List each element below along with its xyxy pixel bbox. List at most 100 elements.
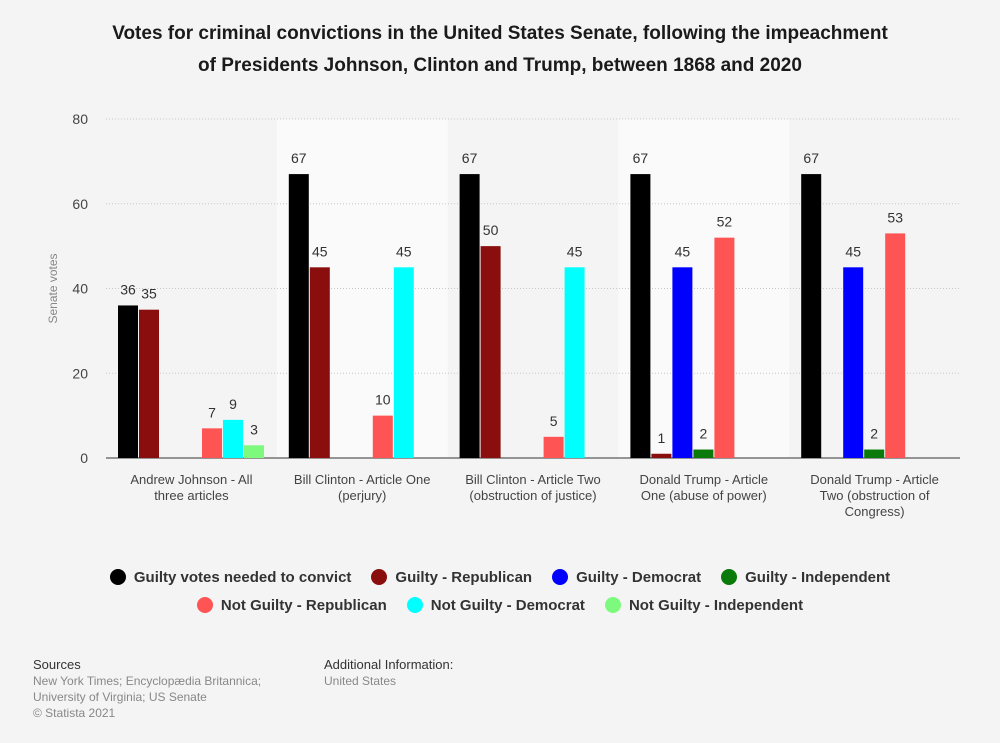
data-label: 67 [803, 150, 819, 166]
data-label: 36 [120, 281, 136, 297]
legend-item[interactable]: Guilty votes needed to convict [109, 568, 352, 586]
legend-label: Not Guilty - Independent [628, 596, 804, 614]
data-label: 7 [208, 404, 216, 420]
data-label: 45 [312, 243, 328, 259]
legend-item[interactable]: Not Guilty - Republican [196, 596, 387, 614]
y-axis-label: Senate votes [46, 253, 60, 323]
additional-info-value: United States [324, 674, 397, 688]
legend-swatch-icon [109, 569, 126, 585]
x-tick-label-line: Two (obstruction of [820, 488, 930, 503]
legend-item[interactable]: Not Guilty - Independent [604, 596, 804, 614]
additional-info-block: Additional Information: United States [324, 657, 574, 689]
legend-row: Guilty votes needed to convict Guilty - R… [0, 563, 1000, 591]
bar [372, 415, 393, 458]
chart-title-line-1: Votes for criminal convictions in the Un… [112, 23, 888, 44]
data-label: 67 [462, 150, 478, 166]
x-tick-label-line: Donald Trump - Article [810, 472, 939, 487]
legend-label: Guilty - Republican [395, 568, 533, 586]
sources-line: New York Times; Encyclopædia Britannica; [33, 674, 262, 688]
y-tick-label: 40 [72, 281, 88, 297]
legend-swatch-icon [371, 569, 388, 585]
legend-label: Guilty votes needed to convict [133, 568, 352, 586]
bar [564, 267, 585, 458]
bar [223, 419, 243, 458]
bar [672, 267, 693, 458]
data-label: 53 [887, 209, 903, 225]
data-label: 9 [229, 396, 237, 412]
legend-item[interactable]: Not Guilty - Democrat [406, 596, 585, 614]
data-label: 67 [291, 150, 307, 166]
x-tick-label-line: Bill Clinton - Article One [294, 472, 431, 487]
x-tick-label: Bill Clinton - Article One (perjury) [294, 472, 431, 503]
legend-label: Not Guilty - Republican [220, 596, 387, 614]
bar [843, 267, 864, 458]
bar [244, 445, 264, 458]
bar [288, 174, 309, 458]
bar [202, 428, 222, 458]
data-label: 67 [633, 150, 649, 166]
bar [118, 305, 138, 458]
x-tick-label: Andrew Johnson - All three articles [130, 472, 252, 503]
data-label: 52 [717, 214, 733, 230]
bar [864, 449, 885, 458]
chart-title: Votes for criminal convictions in the Un… [40, 18, 960, 82]
bar-chart: 0 20 40 60 80 Senate votes 36 35 793 67 45 10 45 67 50… [46, 111, 960, 519]
legend-swatch-icon [552, 569, 569, 585]
x-tick-label: Donald Trump - Article Two (obstruction o… [810, 472, 939, 519]
chart-title-line-2: of Presidents Johnson, Clinton and Trump… [198, 55, 802, 76]
y-tick-label: 60 [72, 196, 88, 212]
bar [139, 309, 159, 458]
data-label: 45 [396, 243, 412, 259]
sources-heading: Sources [33, 657, 81, 672]
copyright-text: © Statista 2021 [33, 706, 116, 720]
legend-swatch-icon [196, 597, 213, 613]
data-label: 45 [567, 243, 583, 259]
bar [885, 233, 906, 458]
data-label: 5 [550, 413, 558, 429]
legend-swatch-icon [721, 569, 738, 585]
y-tick-label: 80 [72, 111, 88, 127]
x-tick-label-line: Congress) [845, 504, 905, 519]
y-tick-label: 0 [80, 450, 88, 466]
x-tick-label-line: three articles [154, 488, 229, 503]
legend-item[interactable]: Guilty - Democrat [552, 569, 701, 586]
data-label: 2 [700, 426, 708, 442]
sources-line: University of Virginia; US Senate [33, 690, 207, 704]
x-tick-label: Bill Clinton - Article Two (obstruction o… [465, 472, 601, 503]
bar [651, 453, 672, 458]
legend-swatch-icon [406, 597, 423, 613]
legend-label: Guilty - Independent [745, 568, 891, 586]
bar [480, 246, 501, 458]
data-label: 10 [375, 392, 391, 408]
chart-legend: Guilty votes needed to convict Guilty - R… [0, 563, 1000, 619]
y-tick-label: 20 [72, 365, 88, 381]
data-label: 1 [658, 430, 666, 446]
bar [393, 267, 414, 458]
data-label: 45 [675, 243, 691, 259]
data-label: 3 [250, 421, 258, 437]
x-tick-label: Donald Trump - Article One (abuse of powe… [639, 472, 768, 503]
x-tick-label-line: (perjury) [338, 488, 386, 503]
x-tick-label-line: Donald Trump - Article [639, 472, 768, 487]
data-label: 35 [141, 286, 157, 302]
legend-row: Not Guilty - Republican Not Guilty - Demo… [0, 591, 1000, 619]
data-label: 45 [845, 243, 861, 259]
bar [309, 267, 330, 458]
data-label: 2 [870, 426, 878, 442]
bar [543, 436, 564, 458]
legend-label: Not Guilty - Democrat [430, 596, 585, 614]
x-tick-label-line: Andrew Johnson - All [130, 472, 252, 487]
legend-swatch-icon [604, 597, 621, 613]
sources-block: Sources New York Times; Encyclopædia Bri… [33, 657, 293, 721]
bar [693, 449, 714, 458]
bar [801, 174, 822, 458]
bar [630, 174, 651, 458]
legend-label: Guilty - Democrat [576, 568, 702, 586]
x-tick-label-line: Bill Clinton - Article Two [465, 472, 601, 487]
legend-item[interactable]: Guilty - Independent [721, 569, 890, 586]
x-tick-label-line: (obstruction of justice) [469, 488, 596, 503]
bar [714, 237, 735, 458]
bar [459, 174, 480, 458]
additional-info-heading: Additional Information: [324, 657, 454, 672]
legend-item[interactable]: Guilty - Republican [371, 569, 532, 586]
